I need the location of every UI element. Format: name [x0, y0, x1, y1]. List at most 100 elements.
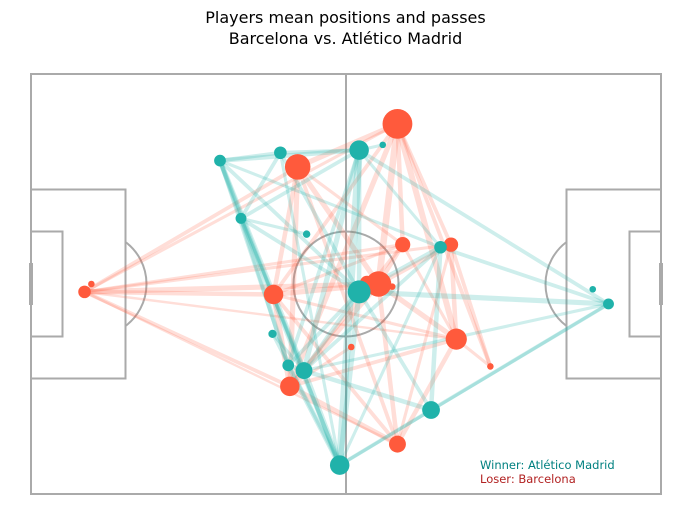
pass-line	[217, 158, 307, 374]
pass-line	[301, 367, 343, 469]
chart-title: Players mean positions and passes	[205, 8, 486, 27]
pass-line	[395, 243, 453, 446]
pass-line	[357, 148, 611, 306]
pass-line	[376, 281, 400, 447]
pass-line	[288, 345, 353, 388]
player-marker	[295, 362, 313, 380]
player-marker	[329, 455, 350, 475]
pass-line	[81, 281, 382, 295]
pass-line	[270, 332, 342, 467]
pass-line	[82, 289, 292, 389]
pass-line	[271, 292, 400, 447]
pass-line	[82, 289, 276, 297]
player-marker	[388, 283, 396, 290]
player-marker	[379, 141, 387, 149]
pass-line	[394, 120, 460, 343]
pass-line	[295, 165, 400, 447]
player-marker	[347, 280, 371, 304]
left-penalty-area	[30, 188, 127, 380]
pass-line	[271, 243, 405, 297]
loser-annotation: Loser: Barcelona	[480, 472, 576, 486]
player-marker	[282, 359, 295, 372]
left-six-yard-box	[30, 230, 64, 338]
player-marker	[78, 285, 91, 299]
player-marker	[389, 435, 406, 453]
player-marker	[422, 401, 440, 419]
pass-line	[286, 148, 362, 368]
pass-line	[83, 290, 399, 446]
player-marker	[347, 343, 355, 351]
pass-line	[218, 158, 362, 294]
pass-line	[357, 289, 433, 412]
pass-line	[295, 164, 382, 287]
pass-line	[271, 292, 458, 341]
player-marker	[263, 284, 284, 305]
player-marker	[235, 212, 247, 224]
winner-annotation: Winner: Atlético Madrid	[480, 458, 615, 472]
player-marker	[445, 328, 467, 350]
player-marker	[395, 237, 411, 253]
pass-line	[338, 302, 611, 467]
player-marker	[443, 237, 459, 252]
players-barcelona	[78, 108, 494, 453]
player-marker	[214, 154, 226, 167]
pass-line	[337, 289, 362, 468]
player-marker	[280, 376, 300, 397]
pass-line	[287, 383, 401, 447]
right-penalty-area	[565, 188, 662, 380]
pitch-lines	[29, 73, 663, 495]
pass-line	[278, 151, 342, 467]
pass-line	[271, 164, 300, 297]
pass-line	[337, 408, 433, 468]
pass-line	[217, 158, 244, 221]
pass-line	[218, 158, 342, 468]
pass-line	[395, 336, 459, 447]
pass-line	[395, 121, 453, 247]
pass-line	[83, 290, 458, 341]
pass-line	[438, 245, 611, 306]
pass-line	[356, 289, 612, 307]
player-marker	[365, 271, 392, 297]
pass-line	[83, 122, 400, 294]
pass-line	[287, 242, 405, 389]
pass-line	[218, 158, 291, 368]
player-marker	[302, 230, 311, 238]
pass-line	[286, 289, 362, 368]
pass-line	[287, 337, 459, 389]
pass-line	[428, 245, 443, 413]
left-penalty-arc	[124, 241, 148, 327]
center-circle	[292, 230, 400, 338]
pass-line	[301, 368, 434, 413]
pass-line	[401, 243, 458, 341]
pass-line	[217, 147, 362, 163]
player-marker	[589, 285, 597, 293]
player-marker	[274, 146, 287, 160]
pass-line	[296, 165, 405, 247]
pass-line	[448, 242, 459, 342]
pass-line	[395, 121, 405, 247]
player-marker	[284, 154, 311, 180]
pass-line	[218, 150, 283, 163]
pass-line	[238, 216, 342, 468]
right-six-yard-box	[628, 230, 662, 338]
pass-line	[295, 121, 401, 170]
pass-line	[83, 243, 405, 294]
pass-line	[338, 245, 443, 467]
pass-line	[82, 165, 300, 294]
pass-line	[239, 216, 309, 236]
pass-line	[301, 289, 362, 373]
pass-line	[239, 150, 283, 221]
player-marker	[349, 140, 369, 160]
right-penalty-arc	[544, 241, 568, 327]
player-marker	[487, 363, 494, 370]
pass-line	[239, 148, 362, 221]
pass-line	[287, 164, 301, 389]
pass-line	[449, 242, 493, 369]
pass-line	[83, 243, 453, 294]
pass-line	[301, 147, 362, 374]
pass-line	[357, 148, 443, 249]
player-marker	[434, 240, 447, 254]
pass-lines-barcelona	[81, 120, 493, 447]
